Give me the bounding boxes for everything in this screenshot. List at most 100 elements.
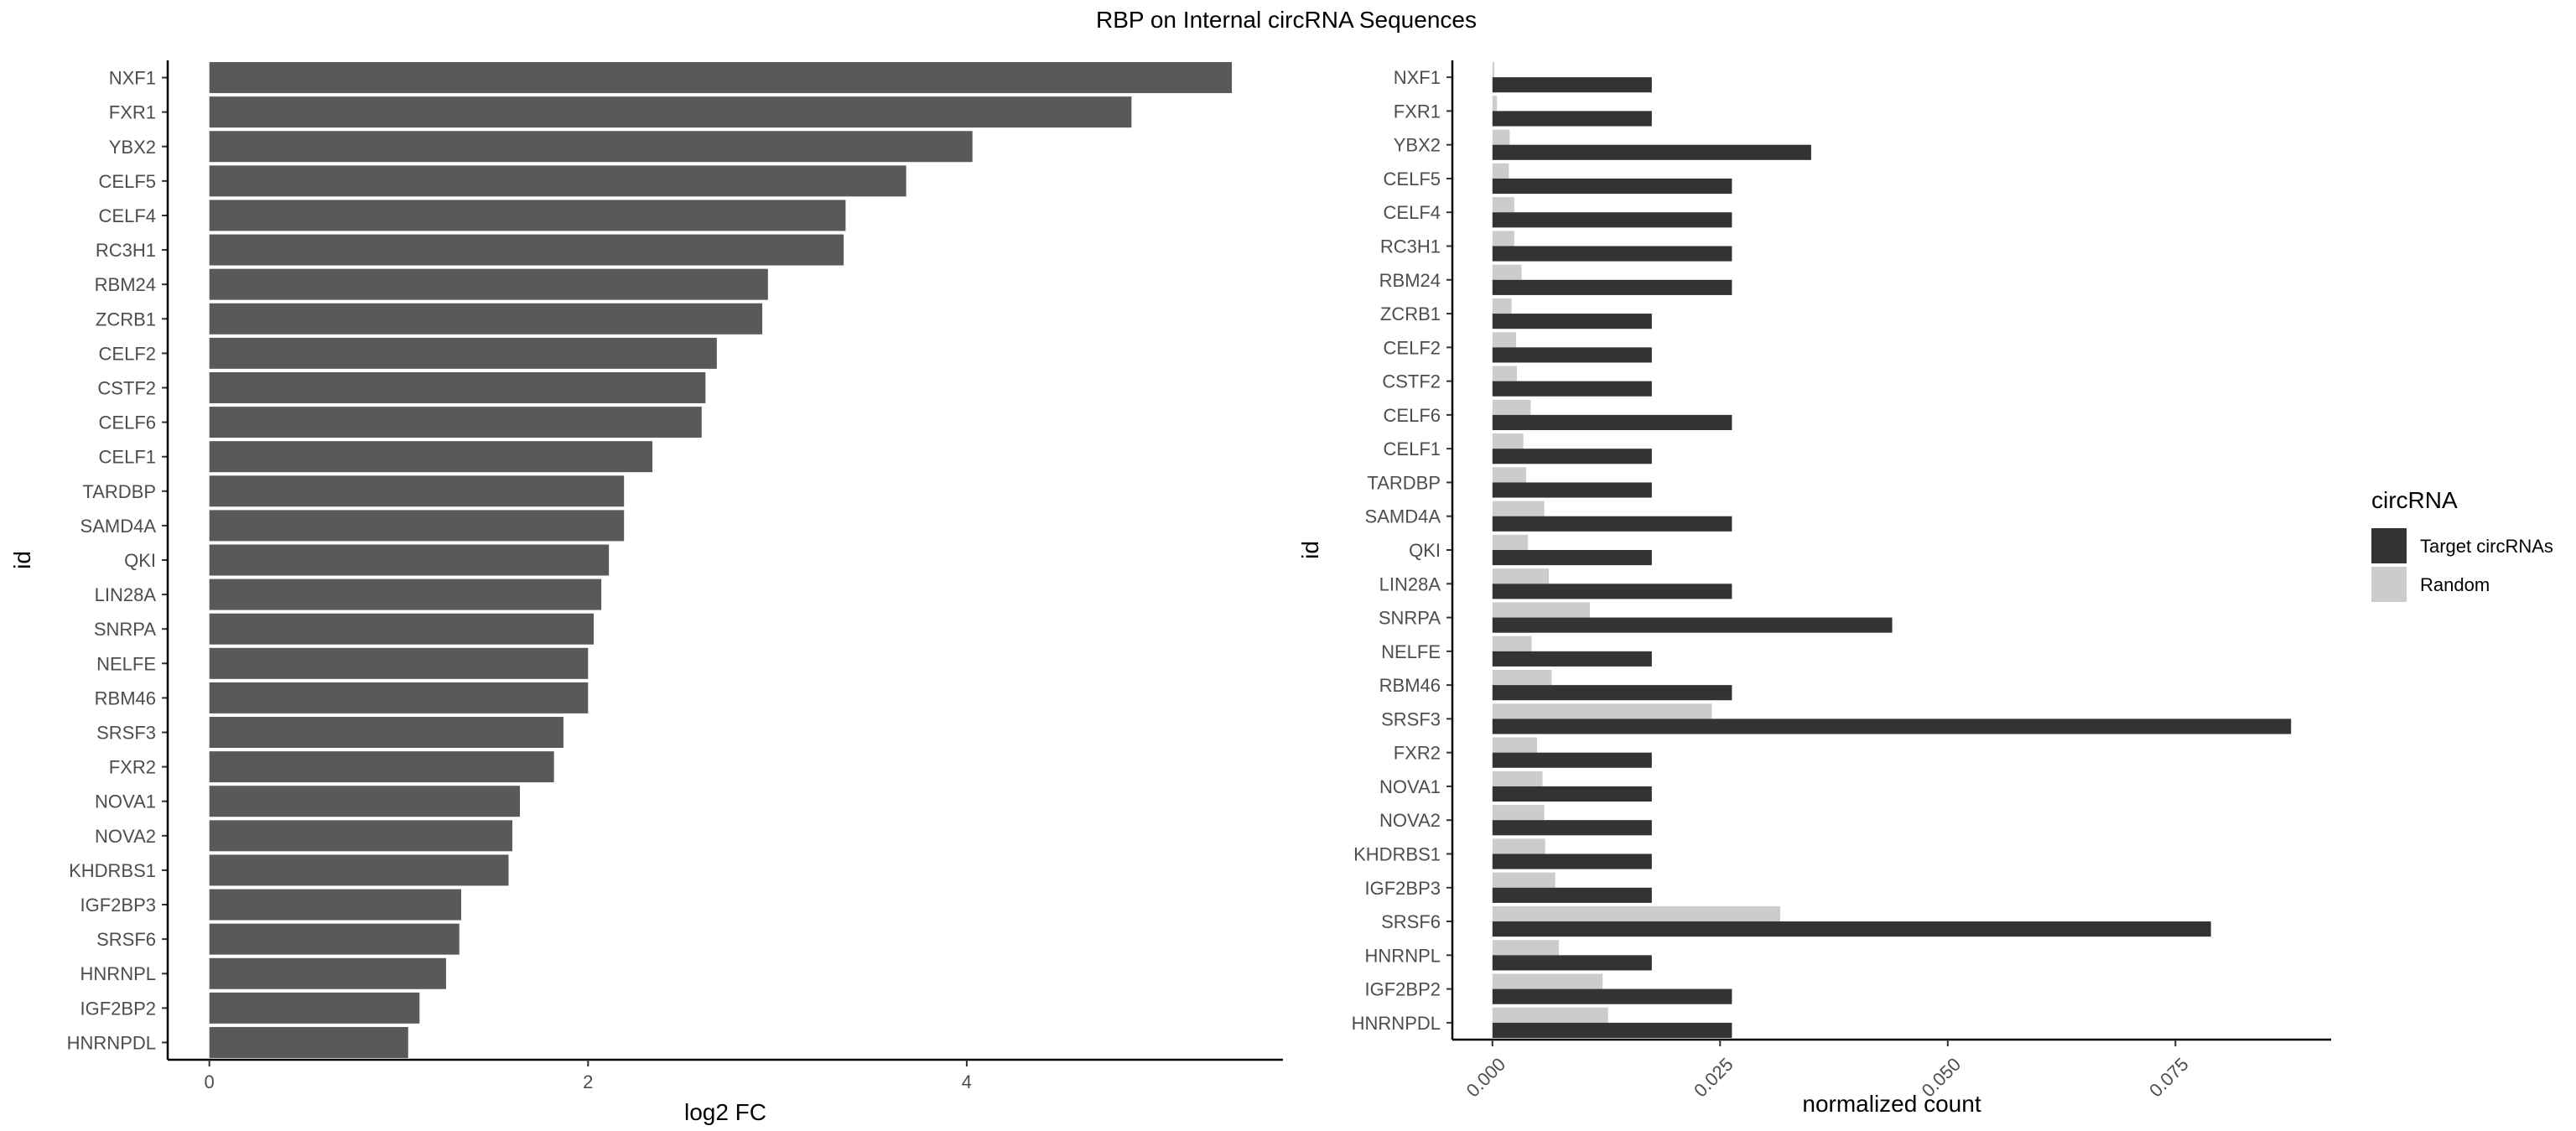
bar-hnrnpdl xyxy=(209,1026,408,1058)
y-axis-label: id xyxy=(1297,541,1323,559)
bar-target-celf1 xyxy=(1492,449,1652,464)
bar-celf1 xyxy=(209,441,653,473)
bar-nova1 xyxy=(209,786,520,817)
bar-target-qki xyxy=(1492,550,1652,566)
bar-snrpa xyxy=(209,613,595,645)
bar-target-ybx2 xyxy=(1492,144,1811,160)
y-tick-label: QKI xyxy=(124,550,156,571)
bar-srsf6 xyxy=(209,923,460,955)
bar-target-celf2 xyxy=(1492,347,1652,363)
y-tick-label: CELF6 xyxy=(99,412,156,433)
bar-target-hnrnpdl xyxy=(1492,1022,1732,1038)
bar-samd4a xyxy=(209,510,625,542)
y-tick-label: SAMD4A xyxy=(80,516,157,537)
x-tick-label: 0.075 xyxy=(2145,1054,2193,1102)
bar-random-tardbp xyxy=(1492,467,1526,483)
x-axis-label: log2 FC xyxy=(684,1099,766,1125)
bar-random-snrpa xyxy=(1492,602,1590,618)
bar-random-igf2bp3 xyxy=(1492,872,1555,888)
y-tick-label: RC3H1 xyxy=(1380,236,1441,257)
y-tick-label: IGF2BP3 xyxy=(80,895,156,916)
y-tick-label: CELF2 xyxy=(1384,337,1441,358)
y-tick-label: YBX2 xyxy=(1394,135,1441,156)
y-tick-label: RBM24 xyxy=(95,274,156,295)
x-tick-label: 4 xyxy=(962,1071,972,1092)
y-tick-label: IGF2BP2 xyxy=(80,998,156,1019)
bar-random-celf6 xyxy=(1492,399,1531,415)
bar-random-khdrbs1 xyxy=(1492,838,1545,854)
bar-random-cstf2 xyxy=(1492,366,1518,381)
y-tick-label: CSTF2 xyxy=(97,377,156,398)
y-tick-label: RBM24 xyxy=(1379,270,1441,291)
y-tick-label: NELFE xyxy=(1381,641,1441,662)
y-tick-label: FXR2 xyxy=(109,757,156,778)
x-tick-label: 0 xyxy=(205,1071,215,1092)
y-tick-label: CSTF2 xyxy=(1382,371,1441,392)
bar-ybx2 xyxy=(209,131,973,163)
bar-target-fxr1 xyxy=(1492,111,1652,127)
y-tick-label: ZCRB1 xyxy=(1380,304,1441,324)
bar-random-lin28a xyxy=(1492,568,1550,584)
bar-igf2bp2 xyxy=(209,992,420,1024)
bar-random-nova1 xyxy=(1492,770,1543,786)
y-tick-label: SNRPA xyxy=(94,619,156,640)
bar-nova2 xyxy=(209,820,512,852)
y-tick-label: HNRNPDL xyxy=(1352,1013,1441,1034)
bar-random-celf2 xyxy=(1492,332,1517,348)
bar-target-fxr2 xyxy=(1492,752,1652,768)
bar-celf5 xyxy=(209,165,906,197)
x-tick-label: 0.025 xyxy=(1690,1054,1737,1102)
bar-target-igf2bp3 xyxy=(1492,887,1652,903)
y-tick-label: CELF2 xyxy=(99,343,156,364)
x-axis-label: normalized count xyxy=(1802,1091,1981,1117)
bar-target-igf2bp2 xyxy=(1492,988,1732,1004)
y-tick-label: QKI xyxy=(1409,540,1441,561)
bar-random-ybx2 xyxy=(1492,129,1510,145)
y-tick-label: ZCRB1 xyxy=(96,309,156,329)
bar-random-rbm24 xyxy=(1492,264,1522,280)
bar-target-celf6 xyxy=(1492,414,1732,431)
y-tick-label: SRSF6 xyxy=(96,929,156,950)
y-tick-label: TARDBP xyxy=(1367,472,1441,493)
bar-random-igf2bp2 xyxy=(1492,973,1603,989)
legend-swatch xyxy=(2371,567,2407,602)
y-tick-label: KHDRBS1 xyxy=(69,860,156,881)
y-tick-label: SAMD4A xyxy=(1365,506,1441,527)
bar-target-samd4a xyxy=(1492,516,1732,532)
y-tick-label: RC3H1 xyxy=(96,240,156,261)
bar-rc3h1 xyxy=(209,234,844,266)
bar-celf6 xyxy=(209,407,702,438)
bar-random-hnrnpdl xyxy=(1492,1007,1608,1023)
bar-random-samd4a xyxy=(1492,501,1545,516)
y-tick-label: SRSF3 xyxy=(1381,708,1441,729)
bar-random-celf1 xyxy=(1492,433,1524,449)
bar-lin28a xyxy=(209,578,602,610)
y-tick-label: SNRPA xyxy=(1379,608,1441,629)
bar-rbm46 xyxy=(209,682,589,713)
x-tick-label: 0.000 xyxy=(1462,1054,1510,1102)
bar-target-nova1 xyxy=(1492,786,1652,802)
bar-random-qki xyxy=(1492,534,1529,550)
y-tick-label: CELF4 xyxy=(1384,202,1441,223)
legend-title: circRNA xyxy=(2371,487,2458,513)
y-tick-label: FXR1 xyxy=(1394,101,1441,122)
bar-target-cstf2 xyxy=(1492,381,1652,397)
bar-nxf1 xyxy=(209,62,1233,94)
y-tick-label: YBX2 xyxy=(109,137,156,158)
y-tick-label: LIN28A xyxy=(1379,573,1441,594)
y-tick-label: IGF2BP3 xyxy=(1365,878,1441,899)
y-tick-label: CELF1 xyxy=(1384,438,1441,459)
bar-cstf2 xyxy=(209,371,706,403)
y-tick-label: NOVA1 xyxy=(1379,776,1441,797)
y-tick-label: TARDBP xyxy=(82,481,156,502)
bar-random-rc3h1 xyxy=(1492,231,1514,246)
y-tick-label: NXF1 xyxy=(1394,67,1441,88)
y-tick-label: NOVA2 xyxy=(95,826,156,847)
bar-random-fxr2 xyxy=(1492,737,1537,753)
bar-random-hnrnpl xyxy=(1492,940,1560,956)
bar-random-celf4 xyxy=(1492,197,1514,213)
y-tick-label: LIN28A xyxy=(95,584,157,605)
bar-celf2 xyxy=(209,337,717,369)
